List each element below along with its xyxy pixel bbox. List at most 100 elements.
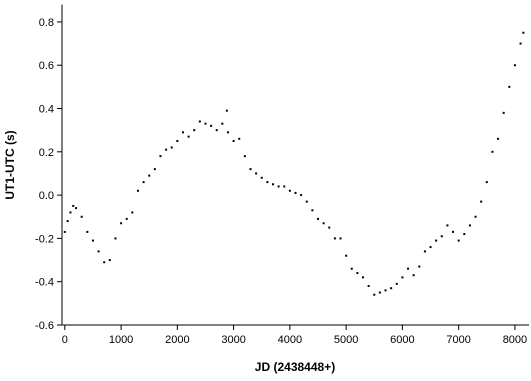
point [97,250,100,253]
point [165,148,168,151]
point [294,191,297,194]
point [193,129,196,132]
point [305,200,308,203]
point [333,237,336,240]
y-tick-label: 0.6 [39,60,54,72]
point [317,217,320,220]
point [198,120,201,123]
point [225,109,228,112]
point [249,168,252,171]
point [390,287,393,290]
y-tick-label: -0.6 [35,320,54,332]
point [266,181,269,184]
point [418,265,421,268]
point [339,237,342,240]
y-axis-label: UT1-UTC (s) [3,130,17,199]
y-tick-label: 0.8 [39,17,54,29]
point [232,139,235,142]
point [114,237,117,240]
point [255,172,258,175]
point [142,181,145,184]
point [226,131,229,134]
x-tick-label: 8000 [503,334,527,346]
point [300,194,303,197]
point [66,220,69,223]
point [446,224,449,227]
point [131,211,134,214]
point [210,124,213,127]
point [204,122,207,125]
point [243,155,246,158]
point [311,209,314,212]
x-tick-label: 6000 [390,334,414,346]
point [378,291,381,294]
y-tick-label: -0.4 [35,277,54,289]
point [491,150,494,153]
point [283,185,286,188]
x-tick-label: 4000 [278,334,302,346]
point [91,239,94,242]
point [75,207,78,210]
point [367,285,370,288]
point [181,131,184,134]
x-tick-label: 0 [62,334,68,346]
point [508,85,511,88]
point [159,155,162,158]
point [271,183,274,186]
y-tick-label: -0.2 [35,233,54,245]
point [362,276,365,279]
point [221,122,224,125]
point [80,215,83,218]
point [480,200,483,203]
point [452,230,455,233]
x-tick-label: 3000 [221,334,245,346]
point [176,139,179,142]
point [108,259,111,262]
point [522,31,525,34]
point [288,189,291,192]
point [170,146,173,149]
point [395,282,398,285]
y-tick-label: 0.2 [39,147,54,159]
point [502,111,505,114]
x-tick-label: 5000 [334,334,358,346]
point [356,272,359,275]
point [435,239,438,242]
y-tick-label: 0.4 [39,104,54,116]
point [187,135,190,138]
point [328,226,331,229]
point [429,246,432,249]
point [440,235,443,238]
point [120,222,123,225]
point [474,215,477,218]
x-tick-label: 7000 [446,334,470,346]
point [136,189,139,192]
point [485,181,488,184]
point [468,224,471,227]
y-tick-label: 0.0 [39,190,54,202]
point [72,204,75,207]
x-tick-label: 1000 [109,334,133,346]
point [384,289,387,292]
point [86,230,89,233]
point [215,129,218,132]
point [497,137,500,140]
point [125,217,128,220]
point [345,254,348,257]
point [401,276,404,279]
point [63,230,66,233]
x-tick-label: 2000 [165,334,189,346]
point [519,42,522,45]
point [412,274,415,277]
point [153,168,156,171]
point [69,211,72,214]
point [148,174,151,177]
point [238,137,241,140]
point [103,261,106,264]
point [373,293,376,296]
x-axis-label: JD (2438448+) [255,360,335,374]
point [322,222,325,225]
point [407,267,410,270]
point [513,64,516,67]
